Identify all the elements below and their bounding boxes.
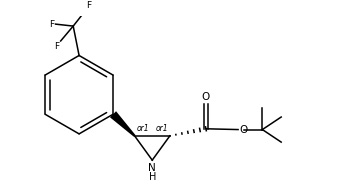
Text: N: N xyxy=(148,163,156,173)
Text: or1: or1 xyxy=(155,124,168,133)
Polygon shape xyxy=(110,111,135,137)
Text: F: F xyxy=(86,1,91,10)
Text: F: F xyxy=(54,42,59,51)
Text: O: O xyxy=(240,125,248,135)
Text: O: O xyxy=(202,92,210,102)
Text: or1: or1 xyxy=(136,124,149,133)
Text: H: H xyxy=(148,172,156,182)
Text: F: F xyxy=(49,20,54,29)
